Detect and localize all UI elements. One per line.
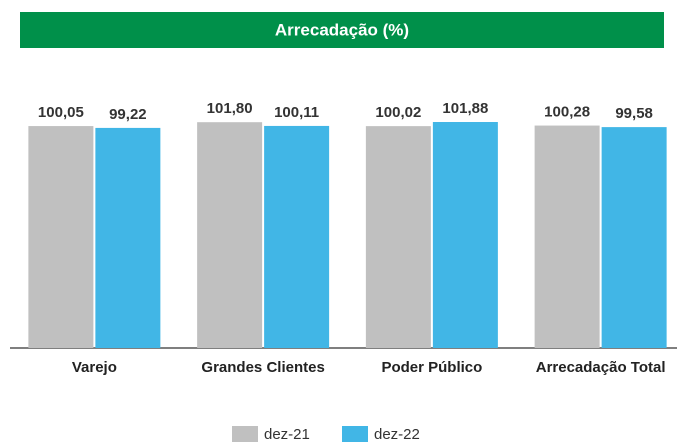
x-tick-label: Poder Público [381, 359, 482, 376]
data-label: 99,58 [615, 105, 653, 122]
bar [601, 127, 667, 348]
x-tick-label: Varejo [72, 359, 117, 376]
data-label: 101,80 [207, 100, 253, 117]
bar [432, 122, 498, 349]
data-label: 100,02 [375, 104, 421, 121]
legend-label: dez-22 [374, 426, 420, 443]
legend-label: dez-21 [264, 426, 310, 443]
bar [197, 122, 263, 349]
data-label: 100,11 [274, 104, 319, 121]
title-background [20, 12, 664, 48]
bar [365, 126, 431, 348]
x-tick-label: Grandes Clientes [201, 359, 324, 376]
bar [28, 126, 94, 348]
data-label: 101,88 [442, 100, 488, 117]
data-label: 99,22 [109, 106, 147, 123]
bar [264, 125, 330, 348]
legend-swatch [232, 426, 258, 442]
x-tick-label: Arrecadação Total [536, 359, 666, 376]
bar [95, 127, 161, 348]
bar [534, 125, 600, 348]
legend-swatch [342, 426, 368, 442]
data-label: 100,05 [38, 104, 84, 121]
chart-title: Arrecadação (%) [275, 20, 409, 39]
data-label: 100,28 [544, 104, 590, 121]
